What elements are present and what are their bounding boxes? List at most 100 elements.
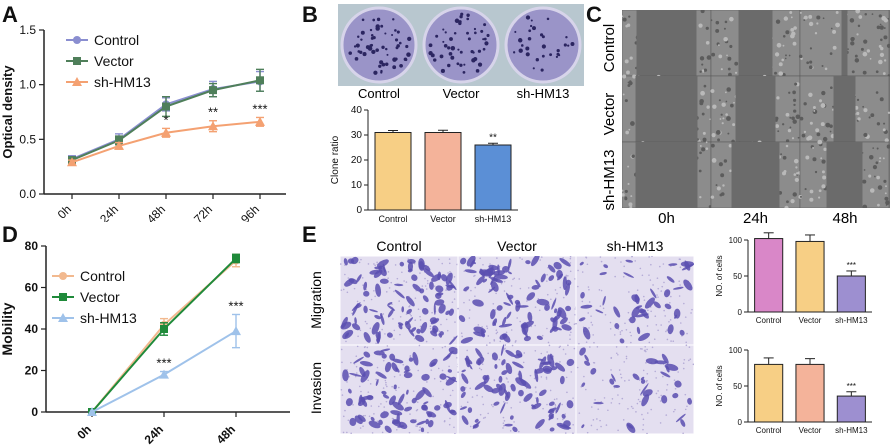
stained-cell: [623, 272, 634, 278]
colony: [472, 51, 475, 54]
membrane-pore: [623, 380, 626, 382]
stained-cell: [523, 335, 531, 342]
membrane-pore: [651, 346, 654, 349]
colony: [480, 29, 484, 33]
stained-cell: [638, 332, 650, 342]
colony: [565, 36, 568, 39]
stained-cell: [502, 333, 511, 343]
stained-cell: [660, 371, 671, 378]
stained-cell: [566, 358, 575, 367]
cell-texture: [821, 90, 826, 96]
membrane-pore: [503, 348, 506, 350]
cell-texture: [863, 39, 868, 44]
cell-texture: [799, 116, 804, 121]
stained-cell: [445, 310, 451, 315]
stained-cell: [363, 331, 371, 343]
colony: [448, 51, 453, 56]
membrane-pore: [366, 322, 368, 325]
bar: [754, 238, 784, 313]
cell-texture: [717, 138, 721, 142]
panel-letter-c: C: [586, 2, 602, 27]
cell-texture: [885, 200, 890, 205]
membrane-pore: [441, 262, 444, 265]
stained-cell: [540, 273, 546, 283]
membrane-pore: [652, 284, 654, 286]
membrane-pore: [374, 264, 376, 267]
cell-texture: [821, 65, 824, 68]
dish-label-control: Control: [358, 86, 400, 101]
membrane-pore: [506, 402, 508, 404]
cell-texture: [884, 192, 887, 195]
colony: [372, 18, 376, 22]
membrane-pore: [620, 261, 622, 263]
cell-texture: [715, 184, 718, 187]
membrane-pore: [409, 413, 411, 415]
membrane-pore: [642, 428, 644, 431]
colony: [443, 43, 448, 48]
cell-texture: [785, 112, 790, 117]
stained-cell: [602, 295, 606, 306]
membrane-pore: [648, 274, 650, 276]
membrane-pore: [516, 317, 519, 319]
membrane-pore: [429, 325, 432, 327]
membrane-pore: [375, 378, 377, 381]
stained-cell: [448, 346, 459, 355]
membrane-pore: [572, 432, 574, 434]
membrane-pore: [449, 270, 451, 273]
cell-texture: [812, 109, 818, 115]
membrane-pore: [598, 289, 601, 291]
cell-texture: [796, 172, 799, 175]
cell-texture: [823, 147, 827, 151]
membrane-pore: [487, 412, 489, 415]
membrane-pore: [649, 279, 652, 281]
membrane-pore: [593, 341, 595, 344]
membrane-pore: [387, 277, 389, 279]
cell-texture: [715, 130, 721, 135]
y-tick-label: 50: [733, 382, 742, 391]
cell-texture: [722, 184, 725, 187]
cell-texture: [882, 128, 886, 132]
stained-cell: [488, 286, 496, 293]
cell-texture: [783, 169, 787, 173]
membrane-pore: [642, 418, 645, 421]
stained-cell: [463, 286, 470, 292]
stained-cell: [579, 261, 584, 266]
cell-texture: [705, 26, 709, 30]
cell-texture: [885, 185, 887, 188]
membrane-pore: [656, 277, 659, 279]
cell-texture: [808, 21, 814, 27]
membrane-pore: [546, 280, 548, 282]
cell-texture: [701, 147, 706, 152]
colony: [360, 38, 363, 41]
cell-texture: [791, 116, 795, 121]
membrane-pore: [453, 291, 456, 293]
membrane-pore: [692, 363, 694, 366]
stained-cell: [476, 357, 485, 365]
membrane-pore: [362, 415, 365, 417]
cell-texture: [723, 159, 728, 163]
cell-texture: [627, 165, 630, 168]
colony: [442, 28, 445, 31]
stained-cell: [503, 388, 509, 399]
stained-cell: [352, 302, 359, 316]
stained-cell: [664, 363, 679, 371]
cell-texture: [883, 179, 887, 183]
membrane-pore: [564, 432, 567, 434]
wound-time-0h: 0h: [658, 210, 675, 227]
membrane-pore: [679, 284, 681, 286]
stained-cell: [512, 361, 524, 369]
stained-cell: [632, 373, 640, 381]
cell-texture: [715, 28, 720, 33]
colony: [373, 70, 378, 75]
significance-marker: **: [489, 132, 497, 143]
transwell-row-invasion: Invasion: [308, 361, 324, 415]
colony: [357, 35, 360, 38]
cell-texture: [871, 13, 874, 15]
transwell-row-migration: Migration: [308, 271, 324, 329]
membrane-pore: [360, 390, 362, 393]
stained-cell: [595, 309, 604, 314]
stained-cell: [382, 394, 390, 399]
stained-cell: [473, 331, 484, 337]
membrane-pore: [416, 401, 419, 403]
cell-texture: [722, 117, 725, 120]
